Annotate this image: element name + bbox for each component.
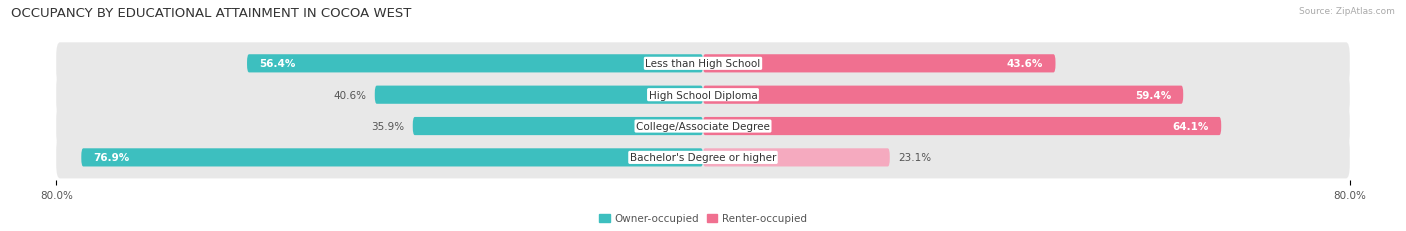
Text: 64.1%: 64.1% [1173, 122, 1209, 131]
FancyBboxPatch shape [703, 55, 1056, 73]
FancyBboxPatch shape [56, 137, 1350, 179]
FancyBboxPatch shape [56, 74, 1350, 116]
FancyBboxPatch shape [413, 117, 703, 136]
FancyBboxPatch shape [375, 86, 703, 104]
FancyBboxPatch shape [703, 117, 1222, 136]
FancyBboxPatch shape [56, 43, 1350, 85]
Text: High School Diploma: High School Diploma [648, 90, 758, 100]
FancyBboxPatch shape [82, 149, 703, 167]
FancyBboxPatch shape [247, 55, 703, 73]
Text: 40.6%: 40.6% [333, 90, 367, 100]
Text: Less than High School: Less than High School [645, 59, 761, 69]
Legend: Owner-occupied, Renter-occupied: Owner-occupied, Renter-occupied [595, 210, 811, 228]
Text: 43.6%: 43.6% [1007, 59, 1043, 69]
Text: 76.9%: 76.9% [93, 153, 129, 163]
FancyBboxPatch shape [56, 106, 1350, 147]
Text: Source: ZipAtlas.com: Source: ZipAtlas.com [1299, 7, 1395, 16]
Text: 59.4%: 59.4% [1135, 90, 1171, 100]
Text: Bachelor's Degree or higher: Bachelor's Degree or higher [630, 153, 776, 163]
Text: 35.9%: 35.9% [371, 122, 405, 131]
FancyBboxPatch shape [703, 149, 890, 167]
Text: 23.1%: 23.1% [898, 153, 931, 163]
Text: College/Associate Degree: College/Associate Degree [636, 122, 770, 131]
Text: OCCUPANCY BY EDUCATIONAL ATTAINMENT IN COCOA WEST: OCCUPANCY BY EDUCATIONAL ATTAINMENT IN C… [11, 7, 412, 20]
FancyBboxPatch shape [703, 86, 1184, 104]
Text: 56.4%: 56.4% [259, 59, 295, 69]
